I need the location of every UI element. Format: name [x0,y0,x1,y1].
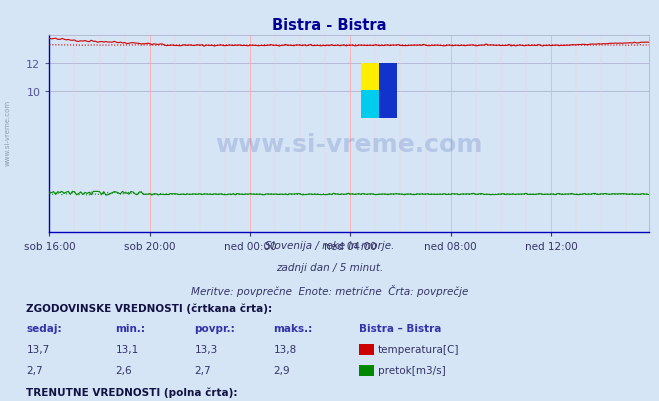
Text: 13,8: 13,8 [273,344,297,354]
Text: maks.:: maks.: [273,324,313,334]
Text: 2,6: 2,6 [115,365,132,375]
Text: povpr.:: povpr.: [194,324,235,334]
Text: Slovenija / reke in morje.: Slovenija / reke in morje. [265,241,394,251]
Text: temperatura[C]: temperatura[C] [378,344,459,354]
Text: Meritve: povprečne  Enote: metrične  Črta: povprečje: Meritve: povprečne Enote: metrične Črta:… [191,285,468,297]
Text: 13,1: 13,1 [115,344,138,354]
Text: 13,3: 13,3 [194,344,217,354]
Text: www.si-vreme.com: www.si-vreme.com [215,132,483,156]
Text: pretok[m3/s]: pretok[m3/s] [378,365,445,375]
Text: min.:: min.: [115,324,146,334]
Text: 2,7: 2,7 [26,365,43,375]
Text: 2,7: 2,7 [194,365,211,375]
Text: Bistra - Bistra: Bistra - Bistra [272,18,387,33]
Text: 2,9: 2,9 [273,365,290,375]
Text: ZGODOVINSKE VREDNOSTI (črtkana črta):: ZGODOVINSKE VREDNOSTI (črtkana črta): [26,303,272,313]
Text: www.si-vreme.com: www.si-vreme.com [5,99,11,165]
Text: 13,7: 13,7 [26,344,49,354]
Text: TRENUTNE VREDNOSTI (polna črta):: TRENUTNE VREDNOSTI (polna črta): [26,386,238,397]
Text: zadnji dan / 5 minut.: zadnji dan / 5 minut. [276,263,383,273]
Text: sedaj:: sedaj: [26,324,62,334]
Text: Bistra – Bistra: Bistra – Bistra [359,324,442,334]
